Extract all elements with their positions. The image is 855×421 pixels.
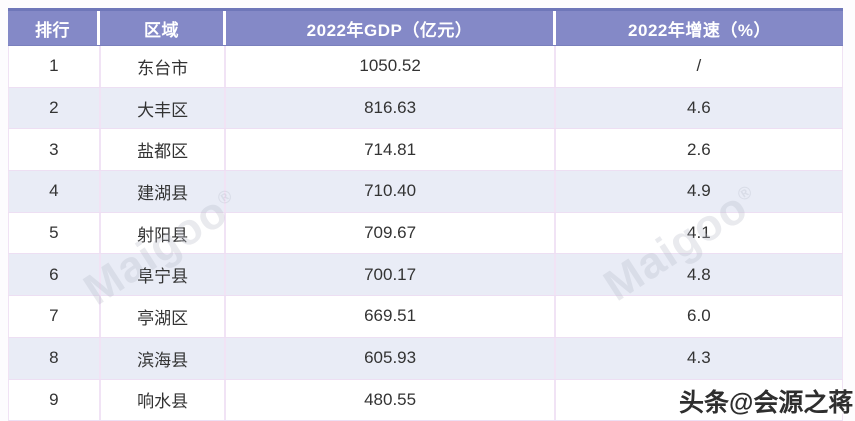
growth-cell: 4.8 [687,264,711,284]
table-row: 3 盐都区 714.81 2.6 [8,129,843,172]
rank-cell: 1 [9,46,101,87]
region-cell: 东台市 [101,46,227,87]
region-cell: 滨海县 [101,337,227,379]
region-cell: 大丰区 [101,87,227,129]
region-cell: 盐都区 [101,129,227,171]
rank-cell: 3 [9,129,101,171]
header-cell-region: 区域 [100,11,226,45]
region-cell: 亭湖区 [101,296,227,337]
header-cell-gdp: 2022年GDP（亿元） [226,11,556,45]
rank-cell: 2 [9,87,101,129]
growth-cell: 4.6 [687,98,711,118]
table-row: 9 响水县 480.55 [8,379,843,421]
table-row: 7 亭湖区 669.51 6.0 [8,296,843,338]
growth-cell: 4.9 [687,181,711,201]
table-row: 4 建湖县 710.40 4.9 [8,171,843,213]
region-cell: 响水县 [101,379,227,421]
gdp-cell: 700.17 [226,254,556,296]
gdp-cell: 669.51 [226,296,556,337]
region-cell: 建湖县 [101,171,227,212]
table-header-row: 排行 区域 2022年GDP（亿元） 2022年增速（%） [8,8,843,46]
gdp-cell: 710.40 [226,171,556,212]
gdp-cell: 1050.52 [226,46,556,87]
gdp-table: 排行 区域 2022年GDP（亿元） 2022年增速（%） 1 东台市 1050… [8,8,843,421]
header-cell-rank: 排行 [8,11,100,45]
region-cell: 射阳县 [101,212,227,254]
header-cell-growth: 2022年增速（%） [628,20,771,40]
rank-cell: 8 [9,337,101,379]
table-row: 1 东台市 1050.52 / [8,46,843,88]
table-row: 2 大丰区 816.63 4.6 [8,87,843,130]
table-row: 6 阜宁县 700.17 4.8 [8,254,843,297]
table-body: 1 东台市 1050.52 / 2 大丰区 816.63 4.6 3 盐都区 7… [8,46,843,421]
table-row: 5 射阳县 709.67 4.1 [8,212,843,255]
rank-cell: 6 [9,254,101,296]
growth-cell: 6.0 [687,306,711,326]
rank-cell: 5 [9,212,101,254]
growth-cell: 4.3 [687,348,711,368]
gdp-cell: 605.93 [226,337,556,379]
gdp-cell: 709.67 [226,212,556,254]
credit-watermark: 头条@会源之蒋 [679,389,854,417]
gdp-cell: 816.63 [226,87,556,129]
gdp-cell: 714.81 [226,129,556,171]
rank-cell: 4 [9,171,101,212]
table-row: 8 滨海县 605.93 4.3 [8,337,843,380]
growth-cell: 4.1 [687,223,711,243]
rank-cell: 7 [9,296,101,337]
growth-cell: 2.6 [687,139,711,159]
gdp-cell: 480.55 [226,379,556,421]
rank-cell: 9 [9,379,101,421]
region-cell: 阜宁县 [101,254,227,296]
growth-cell: / [696,56,702,76]
